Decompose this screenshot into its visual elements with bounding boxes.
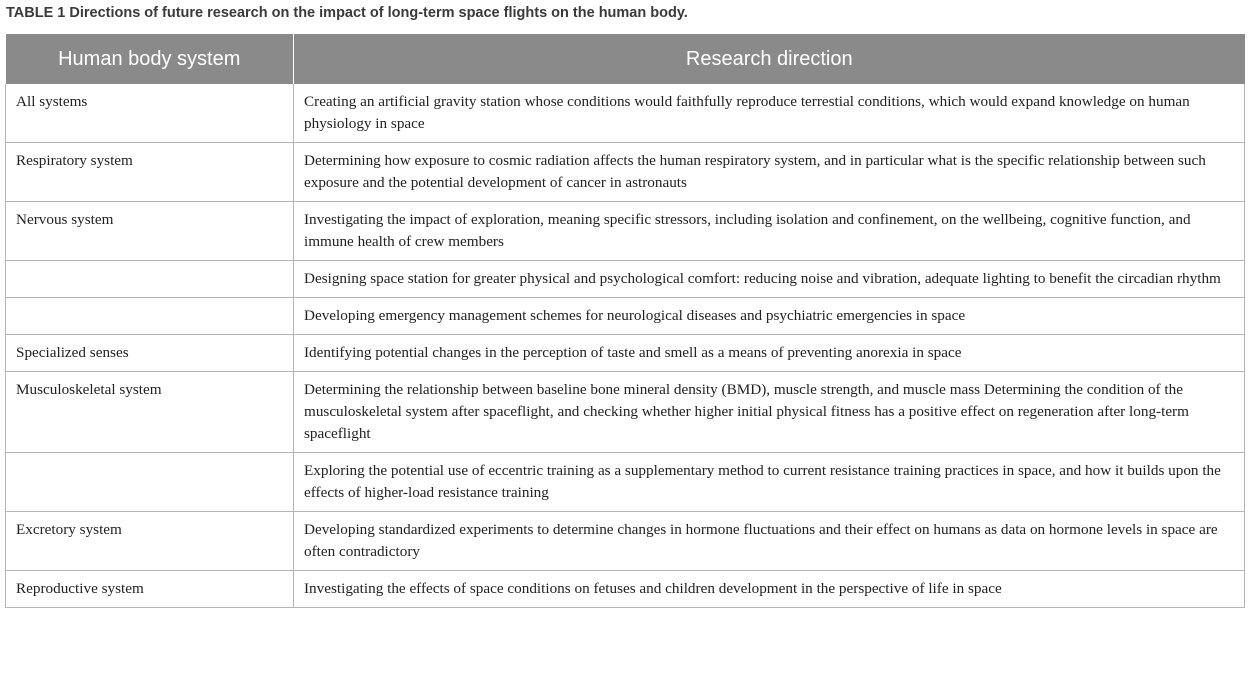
table-row: All systems Creating an artificial gravi… xyxy=(5,84,1245,143)
cell-direction: Creating an artificial gravity station w… xyxy=(293,84,1245,143)
cell-direction: Identifying potential changes in the per… xyxy=(293,334,1245,372)
cell-system: Reproductive system xyxy=(5,570,294,608)
cell-direction: Determining the relationship between bas… xyxy=(293,371,1245,453)
cell-direction: Designing space station for greater phys… xyxy=(293,260,1245,298)
cell-system: All systems xyxy=(5,84,294,143)
table-row: Respiratory system Determining how expos… xyxy=(5,142,1245,202)
cell-direction: Developing emergency management schemes … xyxy=(293,297,1245,335)
cell-system: Nervous system xyxy=(5,201,294,261)
cell-system xyxy=(5,297,294,335)
table-row: Developing emergency management schemes … xyxy=(5,297,1245,335)
table-header-row: Human body system Research direction xyxy=(5,34,1245,84)
cell-system: Musculoskeletal system xyxy=(5,371,294,453)
table-row: Excretory system Developing standardized… xyxy=(5,511,1245,571)
cell-direction: Determining how exposure to cosmic radia… xyxy=(293,142,1245,202)
cell-system xyxy=(5,452,294,512)
cell-system: Respiratory system xyxy=(5,142,294,202)
cell-system: Excretory system xyxy=(5,511,294,571)
cell-direction: Developing standardized experiments to d… xyxy=(293,511,1245,571)
header-human-body-system: Human body system xyxy=(5,34,294,84)
header-research-direction: Research direction xyxy=(293,34,1245,84)
table-row: Specialized senses Identifying potential… xyxy=(5,334,1245,372)
cell-direction: Exploring the potential use of eccentric… xyxy=(293,452,1245,512)
table-row: Reproductive system Investigating the ef… xyxy=(5,570,1245,608)
cell-system: Specialized senses xyxy=(5,334,294,372)
table-row: Exploring the potential use of eccentric… xyxy=(5,452,1245,512)
table-row: Musculoskeletal system Determining the r… xyxy=(5,371,1245,453)
cell-direction: Investigating the effects of space condi… xyxy=(293,570,1245,608)
table-row: Designing space station for greater phys… xyxy=(5,260,1245,298)
research-directions-table: Human body system Research direction All… xyxy=(5,34,1245,608)
cell-direction: Investigating the impact of exploration,… xyxy=(293,201,1245,261)
cell-system xyxy=(5,260,294,298)
table-caption: TABLE 1 Directions of future research on… xyxy=(6,5,688,21)
table-row: Nervous system Investigating the impact … xyxy=(5,201,1245,261)
